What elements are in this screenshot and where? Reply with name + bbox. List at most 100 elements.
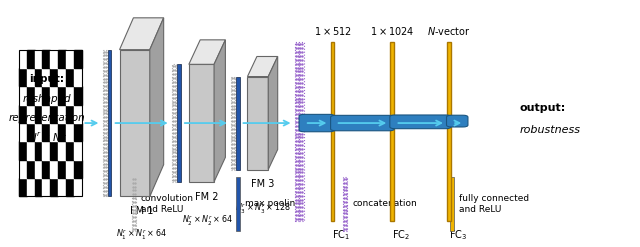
Bar [74,50,82,68]
Text: FC$_2$: FC$_2$ [392,228,410,242]
Text: FM 1: FM 1 [130,206,154,216]
Bar [66,123,74,142]
Bar [102,50,107,196]
Text: input:: input: [29,74,65,84]
Bar [27,50,35,68]
Bar [66,160,74,178]
Bar [172,64,176,182]
Bar [19,160,27,178]
Bar [19,50,82,196]
Text: $N^r\times Nr$: $N^r\times Nr$ [28,131,67,144]
Bar [66,50,74,68]
Text: $N$-vector: $N$-vector [427,25,471,37]
Bar [51,68,58,86]
Polygon shape [150,18,164,196]
Bar [42,178,51,196]
Bar [42,105,51,123]
Bar [66,178,74,196]
Bar [19,86,27,105]
Bar [35,105,42,123]
Bar [343,177,347,231]
Text: max pooling: max pooling [245,199,301,208]
Bar [58,105,66,123]
Bar [58,50,66,68]
Text: $1\times1024$: $1\times1024$ [370,25,415,37]
Bar [177,64,180,182]
Text: FC$_1$: FC$_1$ [333,228,351,242]
Bar [35,160,42,178]
Bar [27,178,35,196]
Bar [58,160,66,178]
Text: $1\times512$: $1\times512$ [314,25,351,37]
Bar [35,86,42,105]
Bar [19,105,27,123]
Bar [51,50,58,68]
Bar [42,68,51,86]
Bar [66,68,74,86]
Bar [58,178,66,196]
Bar [19,142,27,160]
Bar [390,42,394,221]
Bar [42,86,51,105]
Text: representation: representation [9,113,86,123]
Polygon shape [214,40,225,182]
Bar [66,86,74,105]
Text: convolution
and ReLU: convolution and ReLU [141,194,194,213]
Bar [66,105,74,123]
Bar [447,42,451,221]
Bar [27,142,35,160]
Polygon shape [120,18,164,50]
Text: fully connected
and ReLU: fully connected and ReLU [459,194,529,213]
Bar [74,142,82,160]
Text: reshaped: reshaped [23,94,72,103]
Bar [27,105,35,123]
Bar [35,50,42,68]
Bar [74,68,82,86]
Bar [19,178,27,196]
Bar [451,177,454,231]
Text: FM 3: FM 3 [251,179,275,189]
Bar [74,160,82,178]
FancyBboxPatch shape [390,115,451,129]
Bar [51,142,58,160]
Bar [42,142,51,160]
Text: $N_2^r\times N_2^r\times 64$: $N_2^r\times N_2^r\times 64$ [182,214,232,228]
FancyBboxPatch shape [299,114,334,132]
Polygon shape [248,77,268,169]
Bar [27,123,35,142]
Bar [58,68,66,86]
Bar [294,42,299,221]
Bar [331,42,334,221]
Bar [66,142,74,160]
Bar [27,86,35,105]
Bar [19,68,27,86]
Bar [27,68,35,86]
Bar [51,123,58,142]
Bar [19,123,27,142]
FancyBboxPatch shape [331,115,394,131]
Text: $N_1^r\times N_1^r\times 64$: $N_1^r\times N_1^r\times 64$ [116,228,167,243]
Bar [74,105,82,123]
Bar [35,142,42,160]
Bar [236,177,240,231]
Bar [27,160,35,178]
Polygon shape [189,64,214,182]
Text: robustness: robustness [520,125,580,135]
Bar [236,77,240,169]
Bar [299,42,303,221]
Polygon shape [248,57,278,77]
Bar [35,68,42,86]
Bar [35,178,42,196]
Bar [51,178,58,196]
Bar [51,86,58,105]
Bar [132,177,136,231]
Text: output:: output: [520,103,566,113]
Bar [19,50,27,68]
Bar [58,142,66,160]
Text: $N_3^r\times N_3^r\times 128$: $N_3^r\times N_3^r\times 128$ [235,201,291,216]
Bar [58,86,66,105]
FancyBboxPatch shape [447,115,468,127]
Bar [51,105,58,123]
Bar [108,50,111,196]
Polygon shape [268,57,278,169]
